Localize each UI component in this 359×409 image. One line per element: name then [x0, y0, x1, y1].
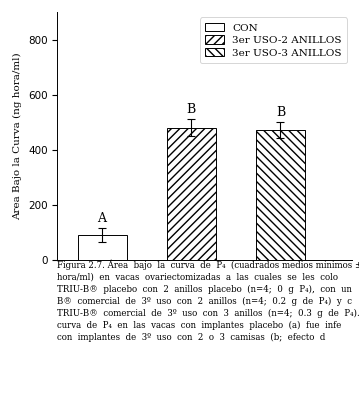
Text: B: B [187, 103, 196, 116]
Bar [256, 130, 305, 260]
Text: Figura 2.7. Área  bajo  la  curva  de  P₄  (cuadrados medios mínimos ± err
hora/: Figura 2.7. Área bajo la curva de P₄ (cu… [57, 260, 359, 342]
Bar [78, 235, 127, 260]
Legend: CON, 3er USO-2 ANILLOS, 3er USO-3 ANILLOS: CON, 3er USO-2 ANILLOS, 3er USO-3 ANILLO… [200, 18, 346, 63]
Y-axis label: Area Bajo la Curva (ng hora/ml): Area Bajo la Curva (ng hora/ml) [13, 52, 23, 220]
Bar [167, 128, 216, 260]
Text: B: B [276, 106, 285, 119]
Text: A: A [98, 211, 107, 225]
